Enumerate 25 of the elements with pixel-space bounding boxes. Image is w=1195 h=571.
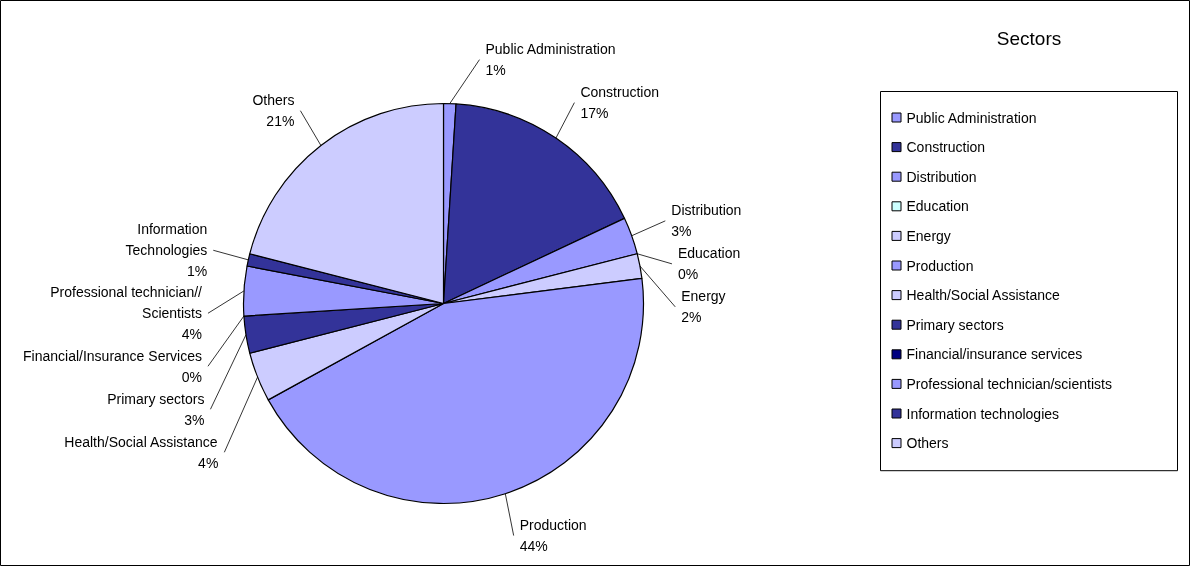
text: Financial/Insurance Services 0% — [23, 347, 202, 385]
data-label: Health/Social Assistance 4% — [64, 433, 219, 471]
legend-label: Education — [906, 198, 969, 215]
legend-label: Health/Social Assistance — [906, 287, 1061, 304]
legend-label: Information technologies — [906, 405, 1060, 422]
data-label: Others 21% — [252, 92, 295, 130]
legend-label: Primary sectors — [906, 316, 1004, 333]
data-label: Information Technologies 1% — [125, 221, 208, 280]
data-label: Construction 17% — [580, 84, 659, 122]
data-label: Primary sectors 3% — [107, 390, 205, 428]
data-label: Professional technician// Scientists 4% — [50, 284, 203, 343]
legend-title: Sectors — [996, 28, 1062, 49]
legend-label: Energy — [906, 227, 951, 244]
legend-label: Financial/insurance services — [906, 346, 1083, 363]
data-label: Production 44% — [519, 517, 587, 554]
data-label: Distribution 3% — [671, 202, 742, 240]
legend-label: Production — [906, 257, 974, 274]
legend-label: Public Administration — [906, 109, 1037, 126]
legend-label: Distribution — [906, 168, 977, 185]
legend-label: Professional technician/scientists — [906, 375, 1112, 392]
legend-label: Others — [906, 435, 949, 452]
text: Education 0% — [677, 245, 741, 283]
legend-label: Construction — [906, 139, 986, 156]
data-label: Public Administration 1% — [485, 41, 616, 79]
data-label: Energy 2% — [681, 288, 726, 326]
